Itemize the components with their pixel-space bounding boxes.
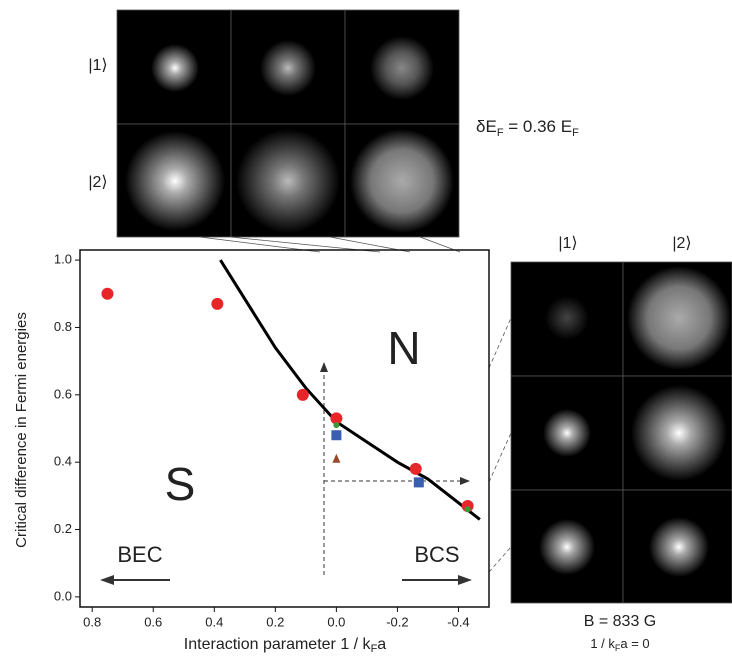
y-tick-label: 0.0 — [54, 588, 72, 603]
plot-frame — [79, 249, 490, 608]
regime-label: BCS — [414, 542, 459, 567]
x-tick-label: -0.4 — [447, 614, 469, 629]
caption-sub: F — [615, 643, 621, 653]
data-point — [413, 477, 424, 488]
x-tick-label: 0.6 — [144, 614, 162, 629]
caption-sub: F — [572, 127, 579, 139]
right-caption: B = 833 G — [584, 613, 657, 630]
column-label: |2⟩ — [672, 235, 691, 252]
plot: Critical difference in Fermi energies In… — [13, 249, 490, 655]
data-point — [464, 506, 471, 513]
y-tick-label: 0.6 — [54, 386, 72, 401]
y-tick-label: 1.0 — [54, 252, 72, 267]
data-point — [211, 297, 224, 310]
top-image-panel: |1⟩ |2⟩ δEF = 0.36 EF — [88, 9, 579, 238]
y-tick-label: 0.2 — [54, 521, 72, 536]
x-axis-label: Interaction parameter 1 / kFa — [184, 636, 387, 655]
right-subcaption: 1 / kFa = 0 — [590, 636, 649, 653]
column-label: |1⟩ — [558, 235, 577, 252]
region-label: N — [387, 322, 420, 374]
right-image-panel: |1⟩ |2⟩ B = 833 G 1 / kFa = 0 — [510, 235, 732, 653]
data-point — [330, 412, 343, 425]
row-label: |1⟩ — [88, 57, 107, 74]
caption-sub: F — [497, 127, 504, 139]
y-tick-label: 0.8 — [54, 319, 72, 334]
label-part: Interaction parameter 1 / k — [184, 636, 372, 653]
row-label: |2⟩ — [88, 174, 107, 191]
caption-part: = 0.36 E — [504, 117, 573, 136]
x-tick-label: 0.2 — [266, 614, 284, 629]
data-point — [101, 287, 114, 300]
label-sub: F — [371, 643, 378, 655]
caption-part: a = 0 — [620, 636, 649, 651]
data-point — [331, 430, 342, 441]
data-point — [461, 499, 474, 512]
guides — [100, 362, 472, 585]
caption-part: δE — [476, 117, 497, 136]
top-caption: δEF = 0.36 EF — [476, 117, 579, 138]
data-point — [333, 422, 340, 429]
y-tick-label: 0.4 — [54, 454, 72, 469]
y-axis-label: Critical difference in Fermi energies — [13, 312, 30, 548]
connectors — [199, 236, 512, 573]
x-tick-label: 0.0 — [327, 614, 345, 629]
x-tick-label: -0.2 — [386, 614, 408, 629]
regime-label: BEC — [117, 542, 162, 567]
data-point — [332, 453, 341, 463]
data-point — [296, 388, 309, 401]
x-tick-label: 0.8 — [83, 614, 101, 629]
data-point — [409, 462, 422, 475]
label-part: a — [377, 636, 386, 653]
x-tick-label: 0.4 — [205, 614, 223, 629]
region-label: S — [165, 458, 196, 510]
fit-curve — [219, 259, 481, 521]
caption-part: 1 / k — [590, 636, 615, 651]
